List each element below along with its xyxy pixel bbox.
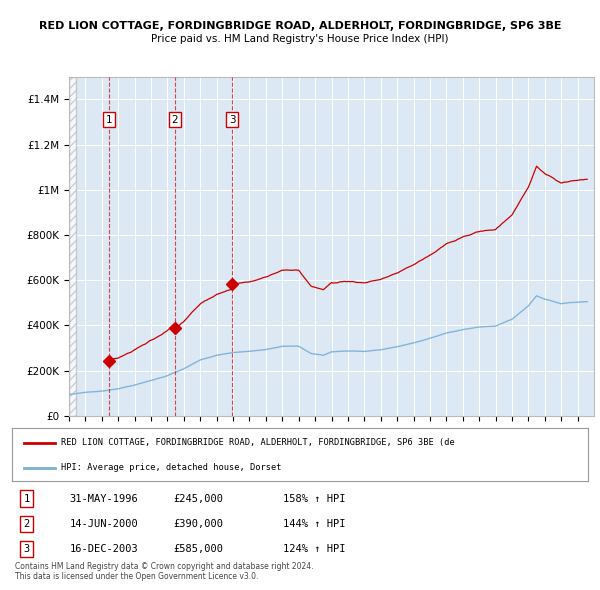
Text: RED LION COTTAGE, FORDINGBRIDGE ROAD, ALDERHOLT, FORDINGBRIDGE, SP6 3BE: RED LION COTTAGE, FORDINGBRIDGE ROAD, AL… [39, 21, 561, 31]
Text: Contains HM Land Registry data © Crown copyright and database right 2024.: Contains HM Land Registry data © Crown c… [15, 562, 314, 571]
Text: 144% ↑ HPI: 144% ↑ HPI [283, 519, 345, 529]
Text: 31-MAY-1996: 31-MAY-1996 [70, 494, 139, 503]
Text: 16-DEC-2003: 16-DEC-2003 [70, 544, 139, 553]
Text: HPI: Average price, detached house, Dorset: HPI: Average price, detached house, Dors… [61, 463, 281, 472]
Text: 3: 3 [23, 544, 29, 553]
Text: 1: 1 [23, 494, 29, 503]
Text: Price paid vs. HM Land Registry's House Price Index (HPI): Price paid vs. HM Land Registry's House … [151, 34, 449, 44]
Text: £245,000: £245,000 [173, 494, 223, 503]
Text: 1: 1 [106, 114, 112, 124]
Text: 2: 2 [172, 114, 178, 124]
Text: 158% ↑ HPI: 158% ↑ HPI [283, 494, 345, 503]
Text: 3: 3 [229, 114, 236, 124]
Text: RED LION COTTAGE, FORDINGBRIDGE ROAD, ALDERHOLT, FORDINGBRIDGE, SP6 3BE (de: RED LION COTTAGE, FORDINGBRIDGE ROAD, AL… [61, 438, 455, 447]
Text: 2: 2 [23, 519, 29, 529]
Text: 124% ↑ HPI: 124% ↑ HPI [283, 544, 345, 553]
Text: This data is licensed under the Open Government Licence v3.0.: This data is licensed under the Open Gov… [15, 572, 259, 581]
Text: 14-JUN-2000: 14-JUN-2000 [70, 519, 139, 529]
Text: £390,000: £390,000 [173, 519, 223, 529]
Text: £585,000: £585,000 [173, 544, 223, 553]
